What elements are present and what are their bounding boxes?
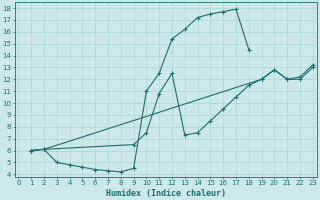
X-axis label: Humidex (Indice chaleur): Humidex (Indice chaleur)	[106, 189, 226, 198]
